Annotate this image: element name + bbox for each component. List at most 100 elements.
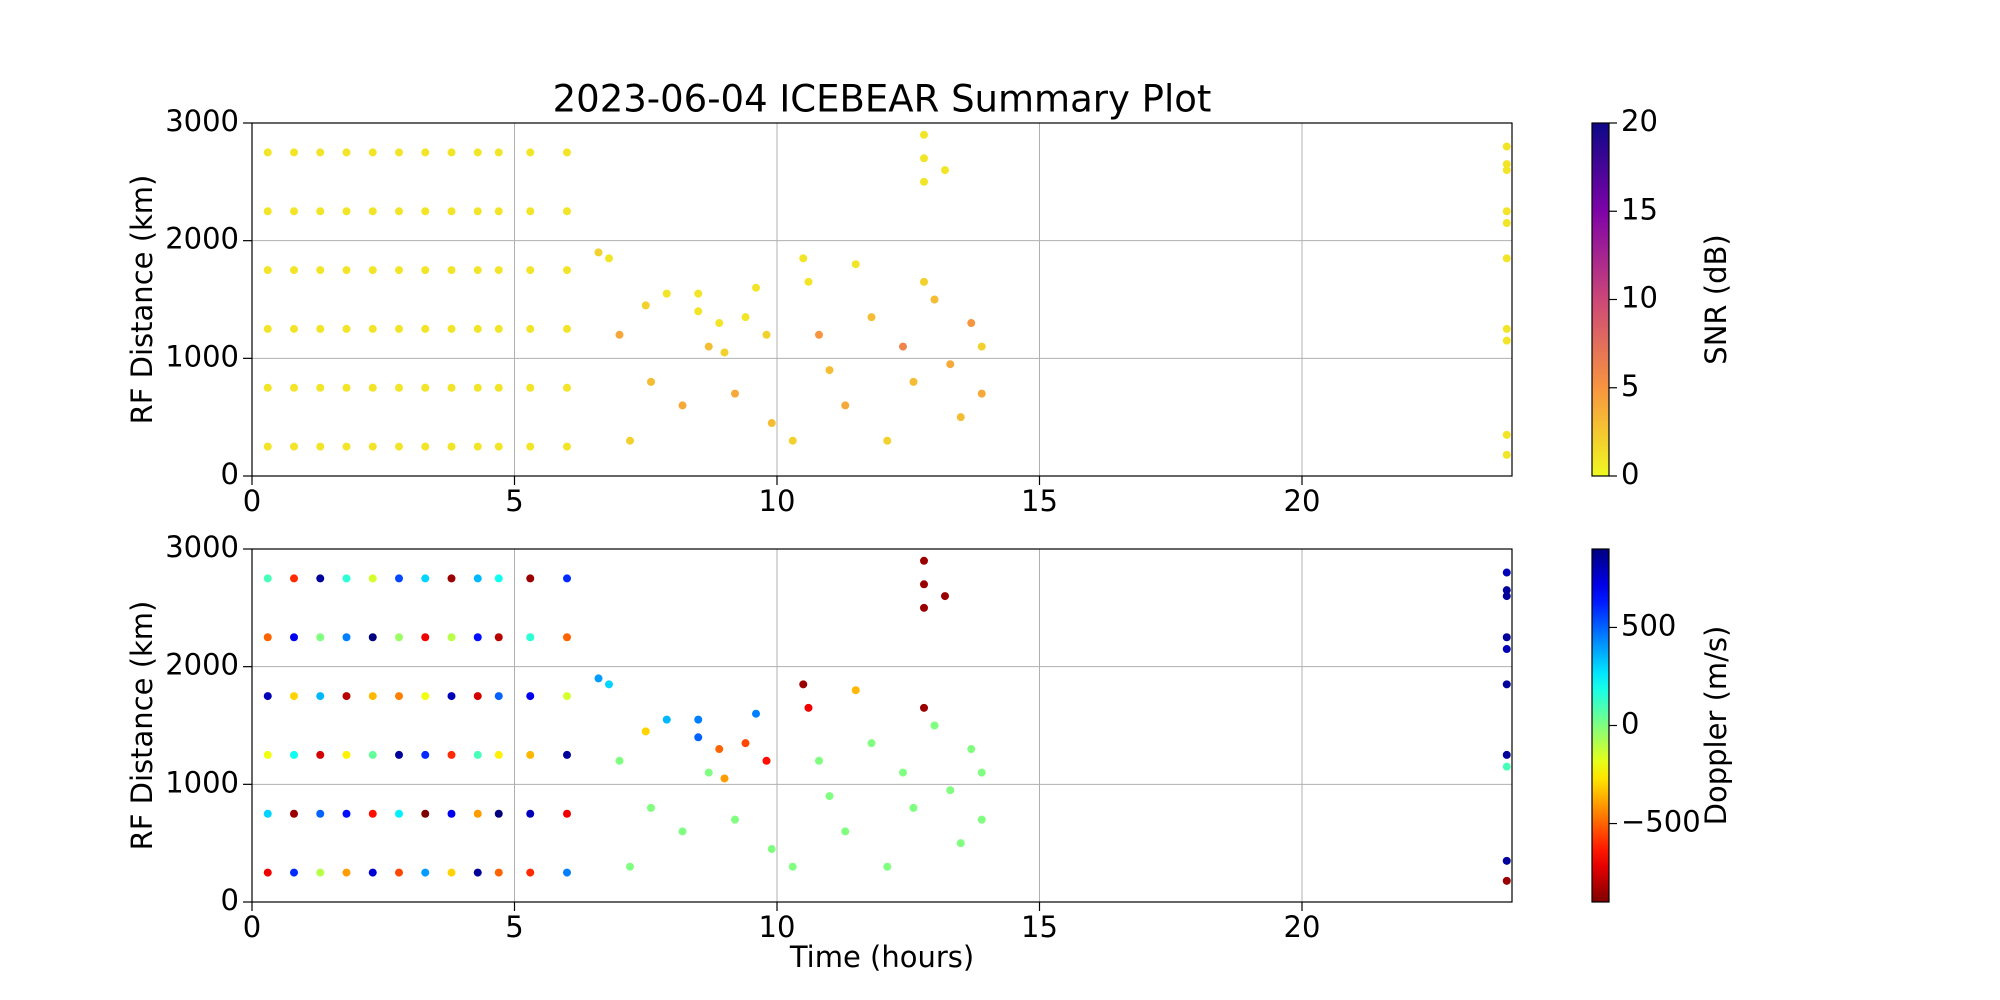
data-point (473, 148, 482, 157)
data-point (342, 750, 351, 759)
data-point (447, 868, 456, 877)
data-point (941, 166, 949, 175)
data-point (752, 283, 760, 292)
data-point (563, 324, 571, 333)
data-point (977, 342, 986, 351)
data-point (563, 207, 571, 216)
data-point (447, 442, 456, 451)
data-point (563, 574, 571, 583)
data-point (263, 750, 272, 759)
data-point (1502, 430, 1511, 439)
data-point (421, 207, 430, 216)
data-point (841, 827, 850, 836)
data-point (883, 436, 892, 445)
data-point (615, 330, 624, 339)
data-point (941, 592, 949, 601)
data-point (316, 207, 325, 216)
data-point (395, 868, 403, 877)
data-point (762, 756, 771, 765)
y-tick-label: 1000 (165, 765, 239, 799)
data-point (290, 750, 298, 759)
data-point (473, 633, 482, 642)
data-point (263, 266, 272, 275)
data-point (526, 207, 535, 216)
y-axis-label: RF Distance (km) (125, 175, 159, 425)
data-point (395, 750, 403, 759)
data-point (694, 733, 703, 742)
data-point (825, 792, 834, 801)
data-point (1502, 142, 1511, 151)
data-point (290, 633, 298, 642)
data-point (395, 148, 403, 157)
data-point (263, 324, 272, 333)
data-point (447, 809, 456, 818)
data-point (447, 324, 456, 333)
data-point (342, 692, 351, 701)
points (263, 130, 1511, 459)
data-point (767, 419, 776, 428)
data-point (662, 715, 671, 724)
data-point (920, 603, 928, 612)
y-tick-label: 3000 (165, 104, 239, 138)
data-point (368, 266, 377, 275)
data-point (421, 442, 430, 451)
data-point (494, 809, 503, 818)
data-point (1502, 166, 1511, 175)
data-point (799, 254, 808, 263)
data-point (626, 862, 634, 871)
data-point (815, 756, 823, 765)
data-point (526, 633, 535, 642)
data-point (1502, 633, 1511, 642)
data-point (526, 574, 535, 583)
data-point (678, 401, 687, 410)
data-point (694, 307, 703, 316)
data-point (494, 868, 503, 877)
data-point (447, 633, 456, 642)
data-point (395, 207, 403, 216)
data-point (1502, 586, 1511, 595)
colorbar-label: SNR (dB) (1699, 234, 1733, 364)
data-point (1502, 450, 1511, 459)
data-point (473, 574, 482, 583)
data-point (563, 809, 571, 818)
data-point (473, 383, 482, 392)
data-point (867, 313, 876, 322)
data-point (290, 207, 298, 216)
colorbar (1591, 122, 1610, 477)
data-point (956, 839, 965, 848)
data-point (977, 389, 986, 398)
data-point (421, 750, 430, 759)
data-point (526, 383, 535, 392)
data-point (494, 324, 503, 333)
data-point (447, 692, 456, 701)
data-point (421, 633, 430, 642)
data-point (316, 148, 325, 157)
data-point (694, 289, 703, 298)
colorbar-label: Doppler (m/s) (1699, 626, 1733, 826)
colorbar-tick-label: 0 (1621, 457, 1639, 491)
data-point (563, 266, 571, 275)
data-point (752, 709, 760, 718)
data-point (494, 266, 503, 275)
data-point (647, 377, 655, 386)
x-tick-label: 10 (759, 910, 796, 944)
x-tick-label: 10 (759, 484, 796, 518)
data-point (421, 809, 430, 818)
data-point (395, 809, 403, 818)
colorbar-tick-label: 0 (1621, 707, 1639, 741)
data-point (290, 868, 298, 877)
data-point (647, 803, 655, 812)
data-point (731, 389, 739, 398)
y-tick-label: 0 (221, 457, 239, 491)
data-point (263, 633, 272, 642)
data-point (526, 148, 535, 157)
data-point (1502, 645, 1511, 654)
x-tick-label: 15 (1021, 910, 1058, 944)
data-point (368, 868, 377, 877)
data-point (316, 692, 325, 701)
data-point (1502, 876, 1511, 885)
data-point (473, 692, 482, 701)
data-point (342, 574, 351, 583)
data-point (395, 442, 403, 451)
data-point (883, 862, 892, 871)
